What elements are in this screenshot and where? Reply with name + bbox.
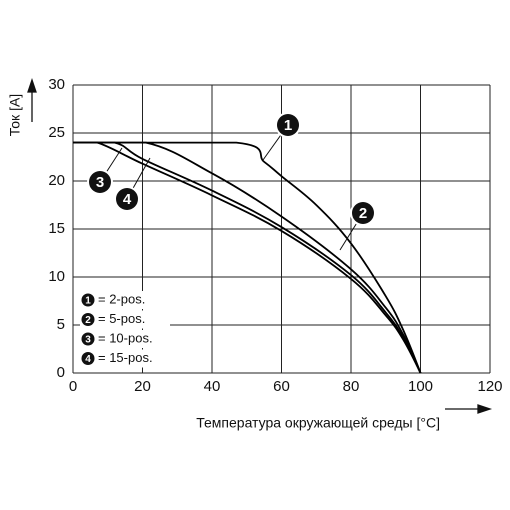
x-tick-label: 120: [477, 378, 502, 395]
y-tick-label: 10: [48, 268, 65, 285]
legend-label: = 5-pos.: [98, 311, 145, 326]
legend-bg: [80, 349, 170, 368]
legend-bg: [80, 291, 170, 309]
label-badge: [81, 313, 95, 326]
legend-bg: [80, 330, 170, 348]
y-tick-label: 15: [48, 220, 65, 237]
legend-label: = 10-pos.: [98, 330, 153, 345]
y-tick-label: 30: [48, 76, 65, 93]
label-badge: [352, 202, 374, 224]
x-tick-label: 20: [134, 378, 151, 395]
label-badge-text: 4: [123, 191, 132, 208]
label-badge: [81, 352, 95, 365]
series-line: [73, 141, 422, 374]
label-badge-text: 2: [359, 205, 367, 222]
x-tick-label: 100: [408, 378, 433, 395]
series-line: [73, 141, 422, 374]
label-badge: [81, 332, 95, 346]
label-badge: [116, 188, 138, 210]
label-badge-text: 1: [284, 117, 292, 134]
x-tick-label: 80: [343, 378, 360, 395]
label-badge: [277, 114, 299, 136]
y-tick-label: 0: [57, 364, 65, 381]
x-tick-label: 60: [273, 378, 290, 395]
legend: 1 = 2-pos. 2 = 5-pos. 3 = 10-pos. 4 = 15-pos.: [80, 291, 170, 368]
y-tick-label: 5: [57, 316, 65, 333]
label-badge-text: 3: [96, 174, 104, 191]
legend-label: = 2-pos.: [98, 291, 145, 306]
legend-bg: [80, 310, 170, 329]
y-tick-label: 20: [48, 172, 65, 189]
label-badge: [81, 293, 95, 307]
axis-arrows: [27, 77, 493, 414]
y-axis-title: Ток [A]: [7, 94, 23, 136]
x-tick-label: 0: [69, 378, 77, 395]
x-tick-label: 40: [204, 378, 221, 395]
series-line: [73, 141, 422, 374]
label-badge: [89, 171, 111, 193]
label-badge-text: 1: [85, 296, 91, 307]
label-badge-text: 3: [85, 335, 91, 346]
x-axis-title: Температура окружающей среды [°C]: [196, 415, 440, 431]
label-badge-text: 4: [85, 354, 91, 365]
legend-label: = 15-pos.: [98, 350, 153, 365]
series-line: [73, 141, 422, 374]
y-tick-label: 25: [48, 124, 65, 141]
label-badge-text: 2: [85, 315, 91, 326]
